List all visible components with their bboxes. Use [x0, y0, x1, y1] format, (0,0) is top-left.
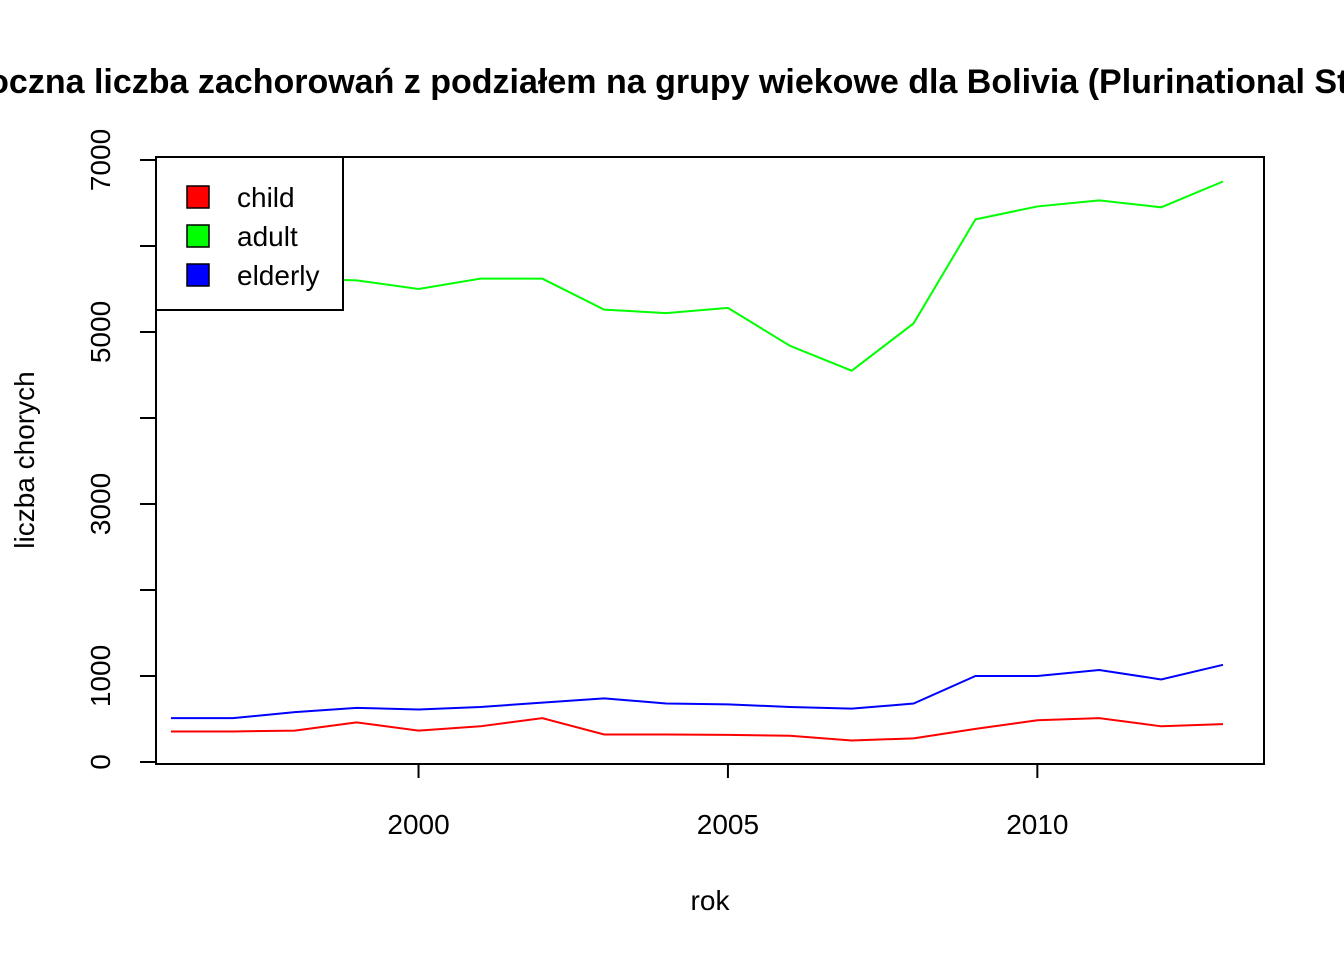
y-tick-label: 5000 — [85, 301, 116, 363]
x-tick-label: 2000 — [387, 809, 449, 840]
y-tick-label: 7000 — [85, 129, 116, 191]
y-axis-label: liczba chorych — [9, 371, 40, 548]
legend-label-elderly: elderly — [237, 260, 319, 291]
x-tick-label: 2005 — [697, 809, 759, 840]
x-axis-label: rok — [691, 885, 731, 916]
series-line-elderly — [171, 663, 1224, 720]
series-line-adult — [171, 180, 1224, 372]
legend-swatch-elderly — [186, 263, 210, 287]
legend-label-adult: adult — [237, 221, 298, 252]
y-tick-label: 3000 — [85, 473, 116, 535]
x-axis: 2000 2005 2010 — [387, 764, 1069, 840]
series-lines — [171, 180, 1224, 742]
y-tick-label: 1000 — [85, 645, 116, 707]
legend-label-child: child — [237, 182, 295, 213]
x-tick-label: 2010 — [1006, 809, 1068, 840]
legend-swatch-adult — [186, 224, 210, 248]
legend: child adult elderly — [155, 156, 344, 311]
y-tick-label: 0 — [85, 754, 116, 770]
series-line-child — [171, 717, 1224, 742]
plot-area — [155, 156, 1265, 765]
y-axis: 0 1000 3000 5000 7000 — [85, 129, 156, 770]
legend-swatch-child — [186, 185, 210, 209]
chart-title: Roczna liczba zachorowań z podziałem na … — [0, 63, 1344, 101]
